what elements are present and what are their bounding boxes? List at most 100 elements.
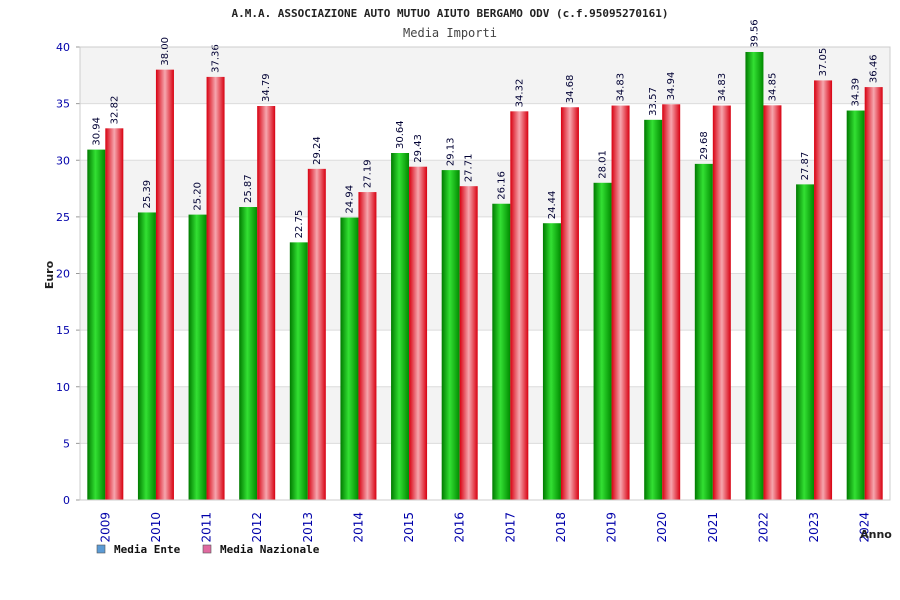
data-label: 24.94 — [344, 185, 355, 214]
bar-media-nazionale — [814, 80, 833, 500]
data-label: 34.94 — [666, 72, 677, 101]
bars — [87, 51, 883, 501]
x-tick-label: 2016 — [453, 512, 467, 543]
data-label: 27.87 — [800, 152, 811, 181]
data-label: 37.36 — [211, 44, 222, 73]
x-tick-label: 2012 — [250, 512, 264, 543]
data-label: 34.83 — [616, 73, 627, 102]
y-tick-label: 5 — [63, 437, 70, 450]
data-label: 30.64 — [395, 120, 406, 149]
plot-frame — [79, 46, 891, 501]
y-tick-label: 15 — [56, 324, 70, 337]
bar-media-nazionale — [206, 76, 225, 500]
y-tick-label: 25 — [56, 211, 70, 224]
bar-media-ente — [137, 212, 156, 500]
x-tick-label: 2010 — [149, 512, 163, 543]
bar-media-nazionale — [662, 104, 681, 500]
data-label: 32.82 — [109, 96, 120, 125]
x-tick-label: 2022 — [756, 512, 770, 543]
bar-media-nazionale — [560, 107, 579, 501]
bar-media-nazionale — [763, 105, 782, 500]
data-label: 34.68 — [565, 75, 576, 104]
x-tick-label: 2023 — [807, 512, 821, 543]
x-tick-label: 2014 — [351, 512, 365, 543]
legend: Media Ente Media Nazionale — [96, 543, 320, 556]
data-label: 27.71 — [464, 154, 475, 183]
data-label: 26.16 — [496, 171, 507, 200]
bar-media-ente — [745, 51, 764, 500]
legend-label: Media Ente — [114, 543, 181, 556]
axes: 0 5 10 15 20 25 30 35 40 2009 2010 2011 2012 2013 2014… — [56, 41, 891, 543]
data-label: 29.43 — [413, 134, 424, 163]
chart-subtitle: Media Importi — [403, 26, 497, 40]
x-tick-label: 2024 — [858, 512, 872, 543]
data-label: 30.94 — [91, 117, 102, 146]
bar-media-nazionale — [864, 87, 883, 500]
bar-media-ente — [441, 170, 460, 500]
data-label: 29.13 — [446, 137, 457, 166]
y-tick-label: 0 — [63, 494, 70, 507]
data-label: 28.01 — [598, 150, 609, 179]
bar-media-ente — [644, 119, 663, 500]
bar-media-nazionale — [358, 192, 377, 501]
y-tick-label: 30 — [56, 154, 70, 167]
bar-media-ente — [87, 149, 106, 501]
bar-media-ente — [492, 203, 511, 500]
data-label: 25.87 — [243, 174, 254, 203]
bar-media-ente — [391, 153, 410, 500]
chart-title: A.M.A. ASSOCIAZIONE AUTO MUTUO AIUTO BER… — [231, 7, 668, 20]
data-label: 25.20 — [193, 182, 204, 211]
data-label: 22.75 — [294, 210, 305, 239]
data-label: 39.56 — [749, 19, 760, 48]
bar-media-ente — [239, 207, 258, 500]
legend-swatch — [96, 544, 106, 554]
y-tick-label: 20 — [56, 268, 70, 281]
data-label: 37.05 — [818, 48, 829, 77]
x-tick-label: 2017 — [503, 512, 517, 543]
bar-media-ente — [694, 163, 713, 500]
x-axis-label: Anno — [860, 528, 892, 541]
y-tick-label: 35 — [56, 98, 70, 111]
y-axis-label: Euro — [43, 260, 56, 289]
y-tick-label: 40 — [56, 41, 70, 54]
bar-media-nazionale — [105, 128, 124, 500]
x-tick-label: 2021 — [706, 512, 720, 543]
bar-media-ente — [542, 223, 561, 501]
data-label: 27.19 — [362, 159, 373, 188]
data-label: 34.32 — [514, 79, 525, 108]
bar-media-nazionale — [409, 166, 428, 500]
data-label: 29.68 — [699, 131, 710, 160]
bar-media-nazionale — [257, 106, 276, 501]
bar-media-nazionale — [712, 105, 731, 501]
legend-label: Media Nazionale — [220, 543, 320, 556]
x-tick-label: 2015 — [402, 512, 416, 543]
bar-media-ente — [188, 214, 207, 501]
bar-media-ente — [340, 217, 359, 500]
data-label: 38.00 — [160, 37, 171, 66]
data-label: 34.83 — [717, 73, 728, 102]
data-label: 29.24 — [312, 136, 323, 165]
data-label: 34.39 — [851, 78, 862, 107]
data-label: 36.46 — [869, 54, 880, 83]
bar-media-ente — [289, 242, 308, 500]
bar-media-ente — [593, 182, 612, 500]
y-tick-label: 10 — [56, 381, 70, 394]
x-tick-label: 2011 — [200, 512, 214, 543]
x-tick-label: 2013 — [301, 512, 315, 543]
data-label: 34.85 — [767, 73, 778, 102]
bar-media-ente — [796, 184, 815, 500]
data-labels: 30.94 32.82 25.39 38.00 25.20 37.36 25.87 34.79… — [91, 19, 879, 238]
bar-media-nazionale — [155, 69, 174, 501]
x-tick-label: 2018 — [554, 512, 568, 543]
data-label: 25.39 — [142, 180, 153, 209]
data-label: 24.44 — [547, 191, 558, 220]
bar-media-nazionale — [459, 186, 478, 500]
bar-media-ente — [846, 110, 865, 500]
x-tick-label: 2020 — [655, 512, 669, 543]
data-label: 34.79 — [261, 73, 272, 102]
x-tick-label: 2019 — [605, 512, 619, 543]
bar-media-nazionale — [307, 168, 326, 500]
x-tick-label: 2009 — [98, 512, 112, 543]
bar-media-nazionale — [510, 111, 529, 501]
